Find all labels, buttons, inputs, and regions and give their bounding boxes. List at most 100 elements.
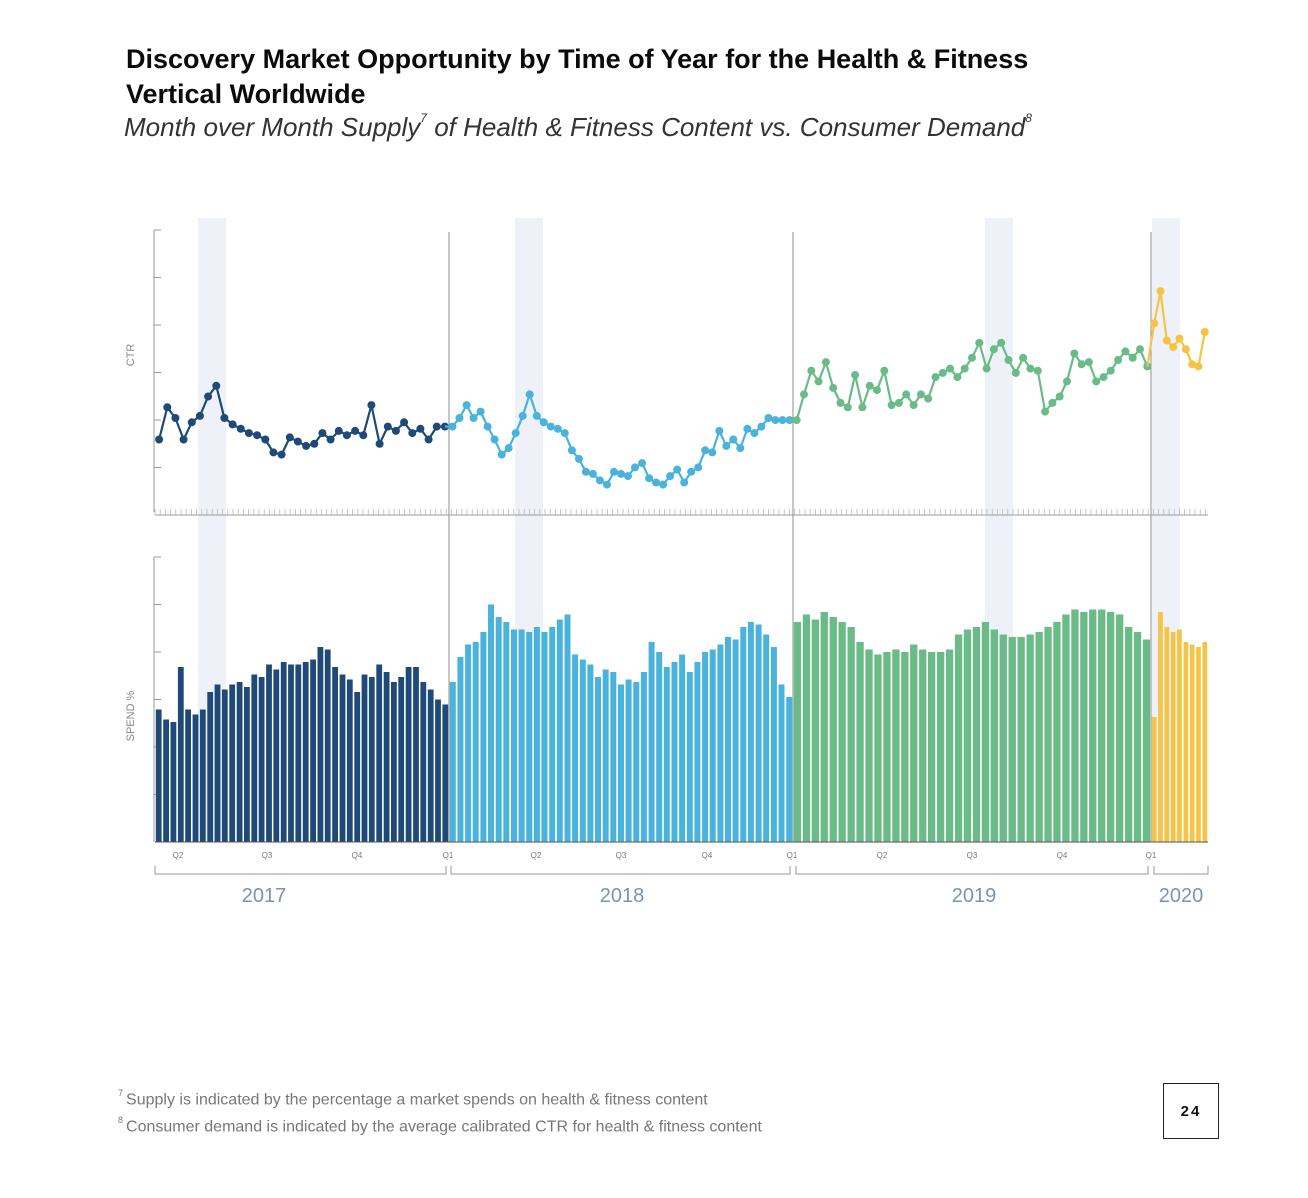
spend-bar-2018: [656, 652, 663, 842]
spend-bar-2017: [214, 684, 221, 842]
spend-bar-2017: [442, 704, 449, 842]
ctr-point-2019: [829, 383, 838, 392]
quarter-label: Q3: [616, 851, 627, 860]
ctr-point-2018: [659, 480, 668, 489]
ctr-point-2019: [938, 368, 947, 377]
spend-bar-2018: [602, 669, 609, 842]
spend-bar-2019: [1017, 637, 1025, 842]
spend-bar-2017: [266, 664, 272, 842]
ctr-point-2017: [400, 418, 409, 427]
chart-subtitle: Month over Month Supply7 of Health & Fit…: [124, 111, 1032, 143]
quarter-label: Q2: [173, 851, 184, 860]
ctr-point-2017: [440, 422, 449, 431]
ctr-point-2019: [997, 338, 1006, 347]
ctr-point-2019: [1099, 373, 1108, 382]
ctr-point-2017: [391, 426, 400, 435]
spend-bar-2017: [236, 682, 243, 842]
spend-bar-2019: [1107, 612, 1115, 842]
spend-bar-2019: [954, 634, 963, 842]
spend-bar-2018: [671, 662, 678, 842]
ctr-point-2018: [448, 422, 457, 431]
spend-bar-2019: [802, 614, 811, 842]
year-bracket: [154, 866, 447, 875]
ctr-point-2017: [195, 411, 204, 420]
spend-bar-2018: [625, 679, 632, 842]
ctr-point-2020: [1150, 319, 1159, 328]
ctr-point-2018: [666, 472, 675, 481]
spend-bar-2020: [1164, 627, 1170, 842]
ctr-point-2019: [1143, 362, 1152, 371]
subtitle-footnote-mark-8: 8: [1025, 111, 1032, 126]
spend-bar-2018: [610, 672, 617, 842]
ctr-point-2019: [975, 338, 984, 347]
spend-bar-2018: [579, 659, 586, 842]
spend-bar-2017: [346, 679, 353, 842]
spend-bar-2019: [972, 627, 981, 842]
ctr-point-2018: [560, 429, 569, 438]
ctr-point-2019: [821, 358, 830, 367]
ctr-point-2017: [220, 414, 229, 422]
ctr-point-2019: [1063, 377, 1071, 386]
ctr-point-2017: [269, 448, 278, 457]
spend-bar-2017: [163, 719, 169, 842]
spend-bar-2018: [564, 614, 571, 842]
spend-bar-2019: [937, 652, 945, 842]
quarter-label: Q1: [1146, 851, 1157, 860]
spend-bar-2019: [963, 629, 972, 842]
spend-bar-2019: [1071, 609, 1079, 842]
ctr-point-2019: [807, 366, 816, 375]
spend-bar-2018: [740, 627, 747, 842]
ctr-point-2017: [359, 431, 368, 440]
spend-bar-2017: [280, 662, 287, 842]
ctr-axis-label: CTR: [125, 344, 137, 367]
spend-bar-2019: [1098, 609, 1106, 842]
spend-bar-2017: [361, 674, 368, 842]
spend-bar-2017: [229, 684, 236, 842]
year-bracket: [795, 866, 1149, 875]
spend-bar-2020: [1158, 612, 1163, 842]
ctr-point-2017: [334, 426, 343, 435]
ctr-point-2017: [155, 435, 164, 444]
ctr-point-2019: [836, 398, 845, 407]
spend-bar-2018: [556, 619, 563, 842]
ctr-point-2017: [375, 439, 384, 448]
ctr-point-2017: [204, 392, 213, 401]
spend-bar-2017: [398, 677, 405, 842]
spend-bar-2019: [990, 629, 998, 842]
spend-bar-2018: [587, 664, 594, 842]
ctr-point-2017: [244, 429, 253, 438]
spend-bar-2018: [786, 697, 793, 842]
spend-bar-2020: [1183, 642, 1189, 842]
ctr-point-2018: [631, 463, 639, 472]
spend-bar-2018: [770, 647, 777, 842]
ctr-point-2019: [1055, 392, 1064, 401]
ctr-point-2019: [953, 373, 962, 382]
spend-bar-2019: [981, 622, 990, 842]
year-bracket: [1153, 866, 1209, 875]
spend-bar-2018: [595, 677, 601, 842]
ctr-point-2019: [931, 373, 940, 382]
ctr-point-2017: [318, 429, 327, 438]
spend-bar-2017: [368, 677, 375, 842]
spend-bar-2019: [874, 654, 882, 842]
subtitle-text-demand: of Health & Fitness Content vs. Consumer…: [426, 112, 1026, 142]
ctr-point-2017: [326, 435, 335, 444]
ctr-point-2018: [624, 472, 632, 481]
ctr-point-2019: [924, 394, 933, 403]
ctr-point-2017: [383, 422, 392, 431]
ctr-point-2019: [873, 386, 881, 395]
ctr-point-2020: [1169, 343, 1178, 352]
spend-bar-2017: [413, 667, 419, 842]
spend-bar-2017: [244, 687, 250, 842]
spend-bar-2019: [1008, 637, 1016, 842]
ctr-point-2018: [455, 414, 464, 422]
year-label: 2017: [242, 885, 287, 907]
ctr-point-2018: [652, 478, 661, 487]
ctr-point-2018: [687, 467, 696, 476]
ctr-point-2019: [1114, 356, 1123, 364]
ctr-point-2018: [518, 411, 527, 420]
ctr-point-2019: [792, 416, 801, 425]
ctr-point-2017: [277, 450, 286, 459]
year-bracket: [450, 866, 791, 875]
spend-bar-2018: [549, 627, 556, 842]
